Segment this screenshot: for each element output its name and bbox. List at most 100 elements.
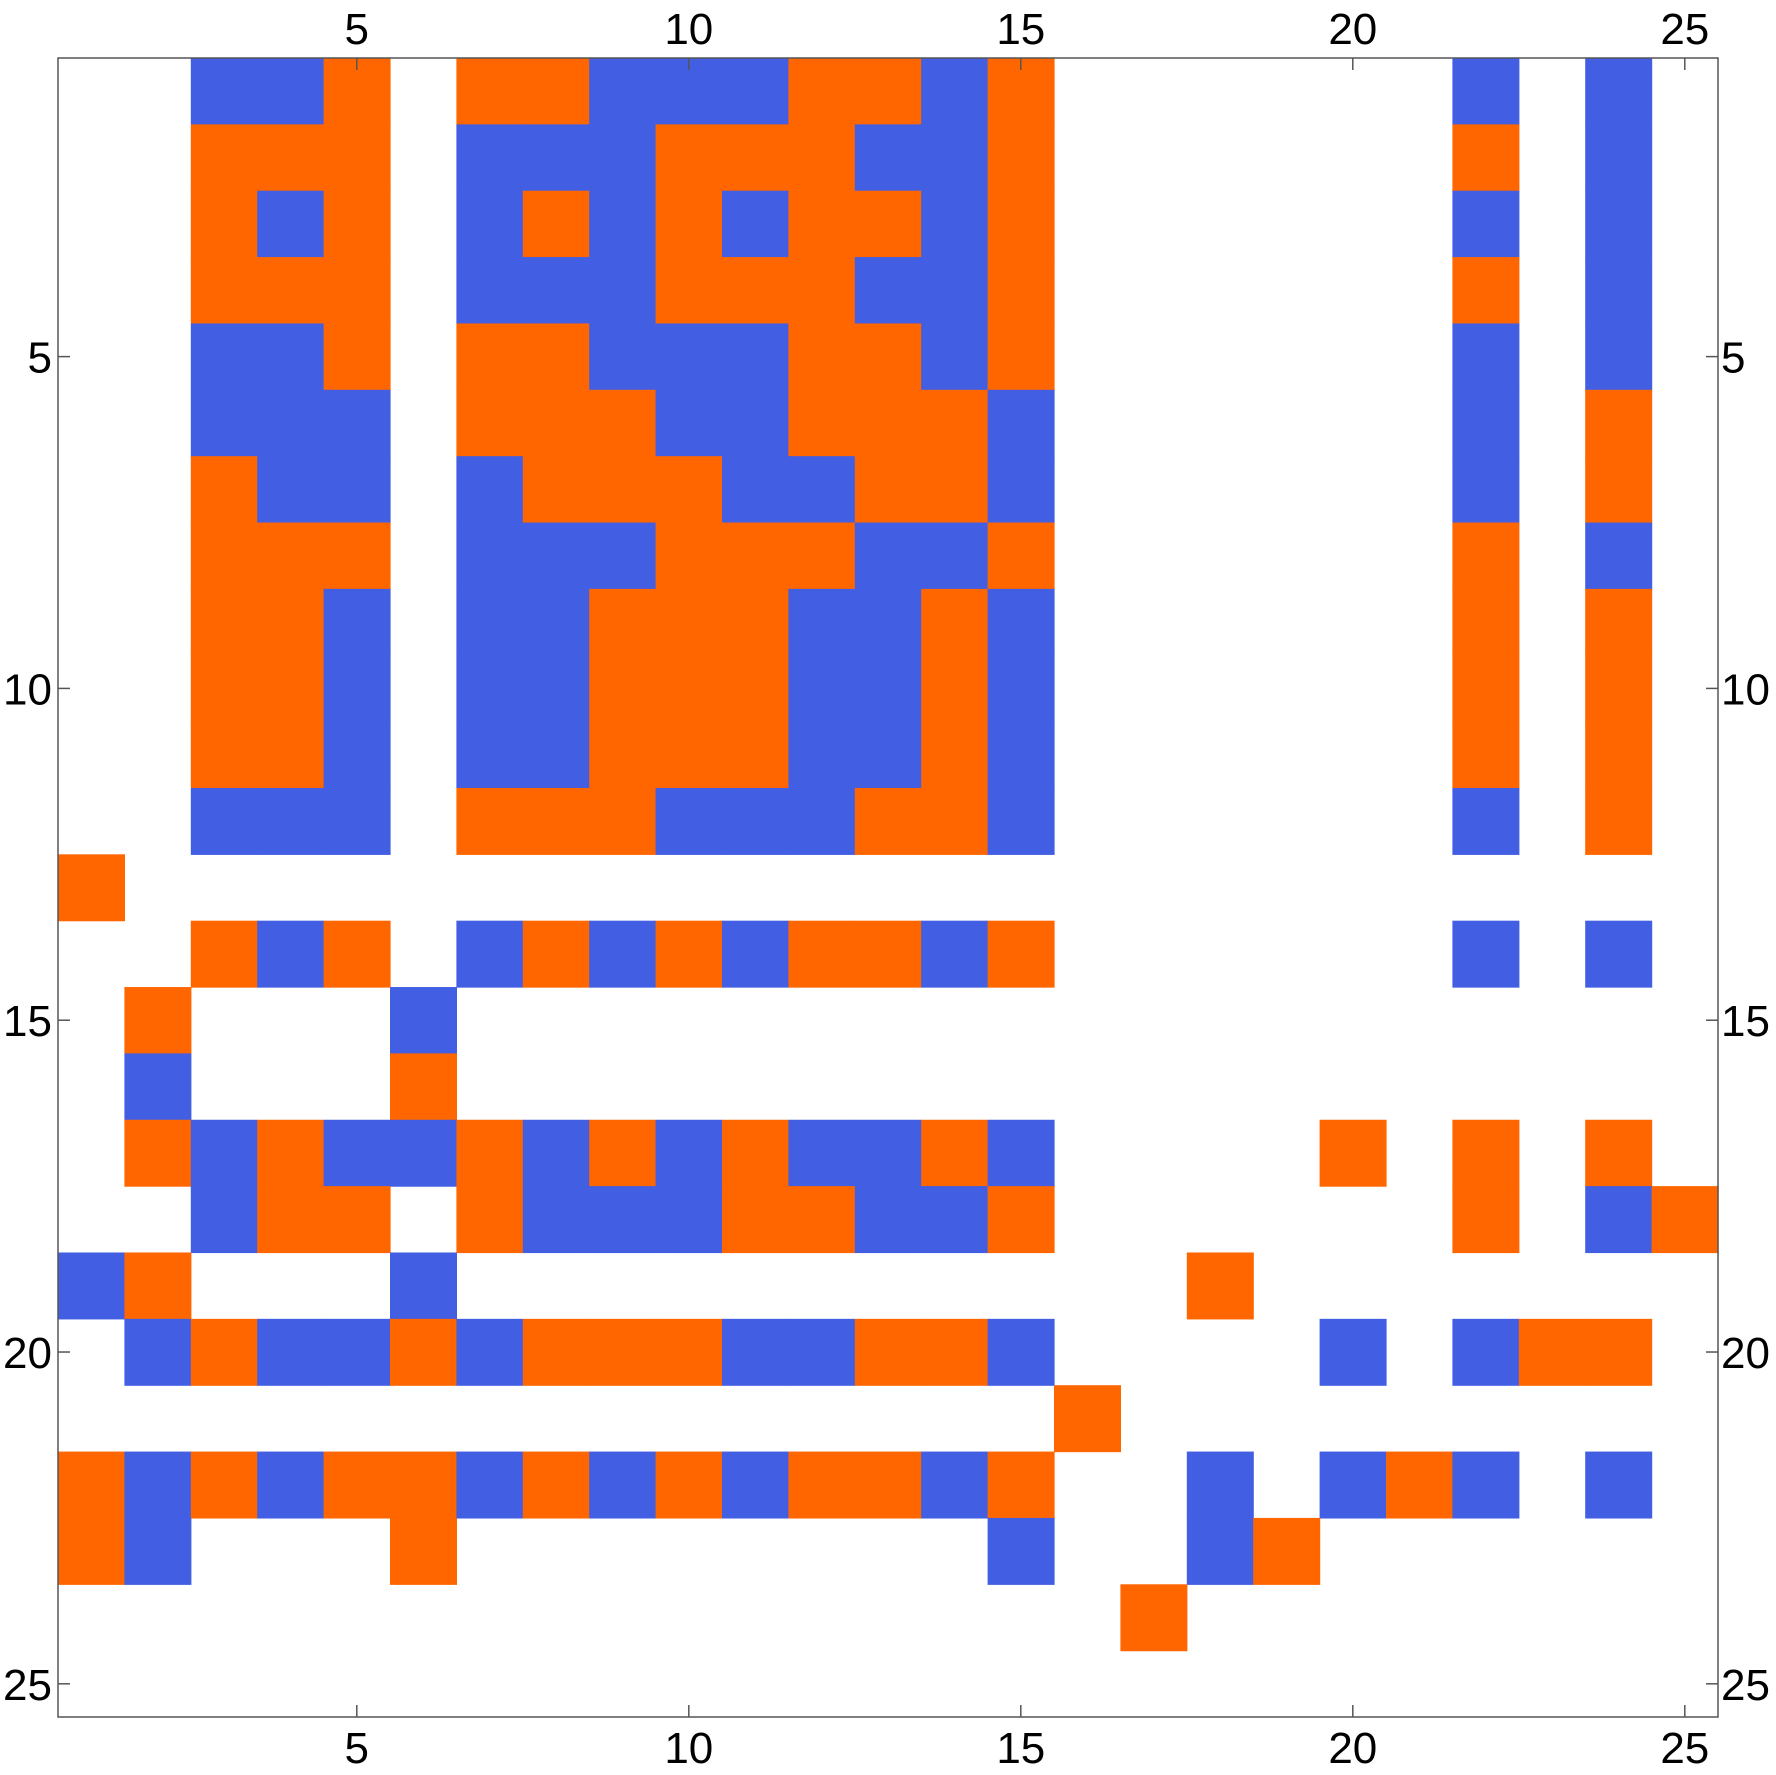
heatmap-cell [390, 1318, 457, 1386]
heatmap-cell [522, 389, 590, 457]
heatmap-cell [589, 1318, 657, 1386]
heatmap-cell [987, 1517, 1055, 1585]
heatmap-cell [854, 190, 922, 258]
heatmap-cell [921, 389, 989, 457]
heatmap-cell [190, 522, 258, 590]
heatmap-cell [987, 323, 1055, 391]
heatmap-cell [722, 323, 789, 391]
heatmap-cell [257, 124, 325, 192]
heatmap-cell [854, 588, 922, 656]
heatmap-cell [854, 920, 922, 988]
heatmap-cell [456, 522, 524, 590]
heatmap-cell [589, 190, 657, 258]
heatmap-cell [589, 787, 657, 855]
heatmap-cell [921, 323, 989, 391]
x-tick-label-top: 5 [345, 5, 369, 54]
heatmap-cell [921, 920, 989, 988]
heatmap-cell [921, 787, 989, 855]
heatmap-cell [921, 190, 989, 258]
heatmap-cell [722, 257, 789, 325]
heatmap-cell [655, 787, 723, 855]
heatmap-cell [257, 456, 325, 524]
heatmap-cell [788, 1186, 856, 1254]
y-tick-label-right: 5 [1721, 334, 1745, 383]
heatmap-cell [854, 721, 922, 789]
heatmap-cell [522, 522, 590, 590]
heatmap-cell [456, 787, 524, 855]
y-tick-label-right: 25 [1721, 1661, 1770, 1710]
heatmap-cell [190, 721, 258, 789]
heatmap-cell [456, 389, 524, 457]
heatmap-cell [854, 456, 922, 524]
heatmap-cell [1585, 655, 1653, 723]
heatmap-cell [522, 58, 590, 125]
heatmap-cell [722, 920, 789, 988]
heatmap-cell [257, 1451, 325, 1519]
heatmap-cell [456, 58, 524, 125]
heatmap-cell [58, 1517, 125, 1585]
heatmap-cell [323, 787, 391, 855]
heatmap-cell [1452, 456, 1520, 524]
heatmap-cell [58, 1252, 125, 1320]
heatmap-cell [323, 389, 391, 457]
heatmap-cell [190, 389, 258, 457]
heatmap-cell [124, 1451, 192, 1519]
tick-marks [58, 58, 1718, 1717]
heatmap-cell [1319, 1119, 1387, 1187]
heatmap-cell [722, 1318, 789, 1386]
heatmap-cell [1585, 721, 1653, 789]
heatmap-cell [323, 1451, 391, 1519]
heatmap-cell [1186, 1451, 1254, 1519]
heatmap-cell [854, 1451, 922, 1519]
heatmap-cell [323, 1318, 391, 1386]
heatmap-cell [921, 1451, 989, 1519]
heatmap-cell [456, 1318, 524, 1386]
heatmap-cell [456, 920, 524, 988]
heatmap-cell [854, 1186, 922, 1254]
heatmap-cell [1054, 1385, 1121, 1453]
heatmap-cell [190, 588, 258, 656]
heatmap-cell [655, 1451, 723, 1519]
heatmap-cell [58, 854, 125, 922]
heatmap-cell [921, 1119, 989, 1187]
heatmap-cell [722, 588, 789, 656]
heatmap-cell [1585, 1318, 1653, 1386]
heatmap-cell [323, 190, 391, 258]
heatmap-cell [854, 787, 922, 855]
heatmap-cell [323, 323, 391, 391]
y-tick-label-left: 20 [3, 1329, 52, 1378]
heatmap-cell [390, 1053, 457, 1121]
heatmap-cell [1585, 522, 1653, 590]
heatmap-cell [788, 124, 856, 192]
heatmap-cell [1585, 787, 1653, 855]
heatmap-cell [589, 588, 657, 656]
heatmap-cell [190, 1318, 258, 1386]
heatmap-cell [722, 456, 789, 524]
heatmap-cell [190, 655, 258, 723]
heatmap-cell [390, 987, 457, 1054]
heatmap-cell [522, 124, 590, 192]
heatmap-cell [722, 787, 789, 855]
x-tick-label-top: 25 [1660, 5, 1709, 54]
heatmap-cell [522, 1119, 590, 1187]
heatmap-cell [1452, 323, 1520, 391]
heatmap-cell [655, 522, 723, 590]
heatmap-cell [1452, 920, 1520, 988]
heatmap-cell [456, 1119, 524, 1187]
heatmap-cell [655, 1186, 723, 1254]
heatmap-cell [522, 920, 590, 988]
heatmap-cell [257, 655, 325, 723]
heatmap-cell [257, 787, 325, 855]
heatmap-cell [522, 721, 590, 789]
heatmap-cell [722, 655, 789, 723]
heatmap-cell [190, 456, 258, 524]
heatmap-cell [323, 124, 391, 192]
heatmap-cell [456, 124, 524, 192]
heatmap-cell [257, 588, 325, 656]
heatmap-cell [323, 1119, 391, 1187]
heatmap-cell [257, 389, 325, 457]
heatmap-cell [257, 257, 325, 325]
heatmap-cell [987, 920, 1055, 988]
